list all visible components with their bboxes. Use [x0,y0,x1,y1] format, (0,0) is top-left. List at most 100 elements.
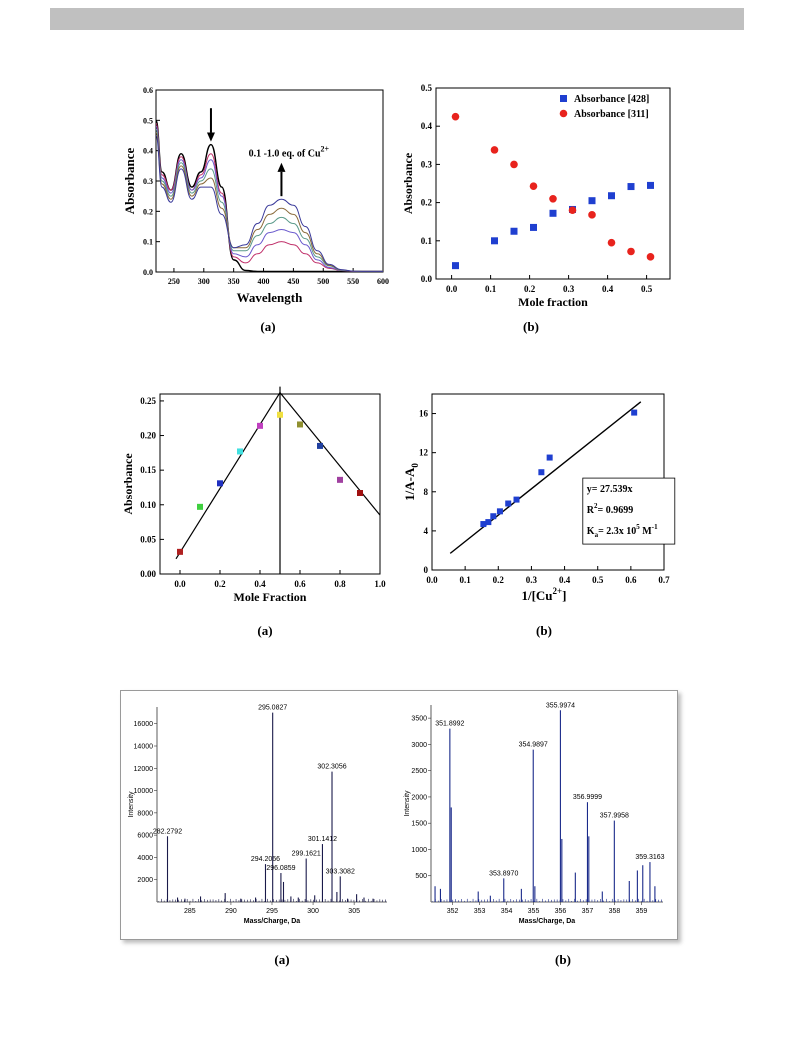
mass-spectrum-a: 285 290 295 300 305 2000 4000 6000 8000 10000 1200… [128,705,387,925]
data-point-square [530,223,537,231]
trend-line [175,392,281,560]
data-point [277,411,283,418]
data-point [177,548,183,555]
peak-label: 302.3056 [317,764,346,771]
y-tick-label: 3500 [411,716,427,723]
annotation-text: 0.1 -1.0 eq. of Cu2+ [249,145,330,160]
benesi-hildebrand-chart: 0.0 0.1 0.2 0.3 0.4 0.5 0.6 0.7 0 4 8 12 16 1/[Cu2+] 1… [402,393,676,603]
y-tick-label: 12 [419,448,429,458]
header-bar [50,8,744,30]
data-point-circle [549,194,557,203]
spectrum-line [155,135,383,272]
data-point [485,519,492,526]
x-tick-label: 0.7 [658,575,670,585]
data-point-circle [529,182,538,190]
y-tick-label: 0.15 [140,465,156,475]
peak-label: 301.1412 [308,836,337,843]
y-axis-label: Absorbance [122,148,137,215]
data-point [513,496,520,503]
y-axis-label: Intensity [128,791,135,818]
y-tick-label: 0.05 [140,534,156,544]
data-point-circle [607,238,616,247]
legend-label: Absorbance [428] [574,94,649,105]
data-point-square [608,192,615,200]
x-axis-label: 1/[Cu2+] [521,586,566,603]
x-tick-label: 352 [447,908,459,915]
x-tick-label: 295 [266,908,278,915]
y-tick-label: 0.1 [421,236,433,246]
data-point-circle [490,146,499,154]
y-tick-label: 0.2 [421,198,433,208]
data-point-square [510,227,518,235]
legend-marker-square [560,95,567,102]
r-squared-text: R2= 0.9699 [587,502,633,516]
data-point [496,508,503,515]
y-tick-label: 2000 [411,794,427,801]
data-point-square [627,183,635,191]
caption-row3-a: (a) [274,952,290,967]
uv-titration-chart: 250 300 350 400 450 500 550 600 0.0 0.1 0.2 0.3 0.4 0… [122,86,389,305]
data-point [197,503,203,510]
plot-frame [159,393,381,575]
x-axis-label: Mass/Charge, Da [244,918,301,925]
data-point [546,454,553,461]
data-point [237,448,243,455]
y-tick-label: 4 [424,526,429,536]
x-tick-label: 355 [528,908,540,915]
y-tick-label: 16 [419,409,429,419]
data-point-circle [451,112,460,121]
x-tick-label: 0.0 [426,575,438,585]
data-point-square [647,181,654,189]
x-tick-label: 0.4 [602,284,614,294]
x-tick-label: 305 [348,908,360,915]
y-tick-label: 6000 [137,833,153,840]
x-tick-label: 0.4 [254,579,266,589]
x-tick-label: 500 [317,277,329,286]
data-point-circle [646,253,655,261]
x-tick-label: 0.3 [563,284,575,294]
x-tick-label: 350 [228,277,240,286]
x-tick-label: 0.8 [334,579,346,589]
y-tick-label: 0.4 [143,147,153,156]
x-tick-label: 250 [168,277,180,286]
peak-label: 356.9999 [573,794,602,801]
data-point-square [491,237,498,245]
data-point-circle [627,247,635,256]
plot-frame [435,87,671,280]
x-tick-label: 0.6 [625,575,637,585]
x-tick-label: 450 [287,277,299,286]
peak-label: 295.0827 [258,705,287,712]
legend-marker-circle [559,109,568,118]
x-tick-label: 0.0 [174,579,186,589]
y-tick-label: 1000 [411,847,427,854]
y-tick-label: 3000 [411,742,427,749]
y-tick-label: 0.20 [140,431,156,441]
data-point [631,409,638,416]
data-point [257,422,263,429]
fit-line [449,401,642,554]
data-point [297,421,303,428]
data-point-circle [588,211,596,219]
y-tick-label: 0.5 [143,116,153,125]
x-tick-label: 290 [225,908,237,915]
x-tick-label: 359 [636,908,648,915]
y-tick-label: 0.4 [421,121,433,131]
y-tick-label: 2000 [137,877,153,884]
y-tick-label: 8 [424,487,429,497]
x-tick-label: 358 [609,908,621,915]
y-tick-label: 0.0 [421,274,433,284]
y-tick-label: 0.1 [143,238,153,247]
x-tick-label: 356 [555,908,567,915]
x-tick-label: 354 [501,908,513,915]
y-tick-label: 500 [415,873,427,880]
caption-row2-b: (b) [536,623,552,638]
x-axis-label: Mole Fraction [234,590,307,604]
x-tick-label: 0.1 [460,575,472,585]
equation-text: y= 27.539x [587,484,633,495]
x-axis-label: Wavelength [237,290,303,305]
data-point [337,476,343,483]
mass-spectrum-b: 352 353 354 355 356 357 358 359 500 1000 1500 2000 2… [404,702,665,925]
y-tick-label: 14000 [134,744,154,751]
y-axis-label: Intensity [404,790,411,817]
peak-label: 355.9974 [546,702,575,709]
